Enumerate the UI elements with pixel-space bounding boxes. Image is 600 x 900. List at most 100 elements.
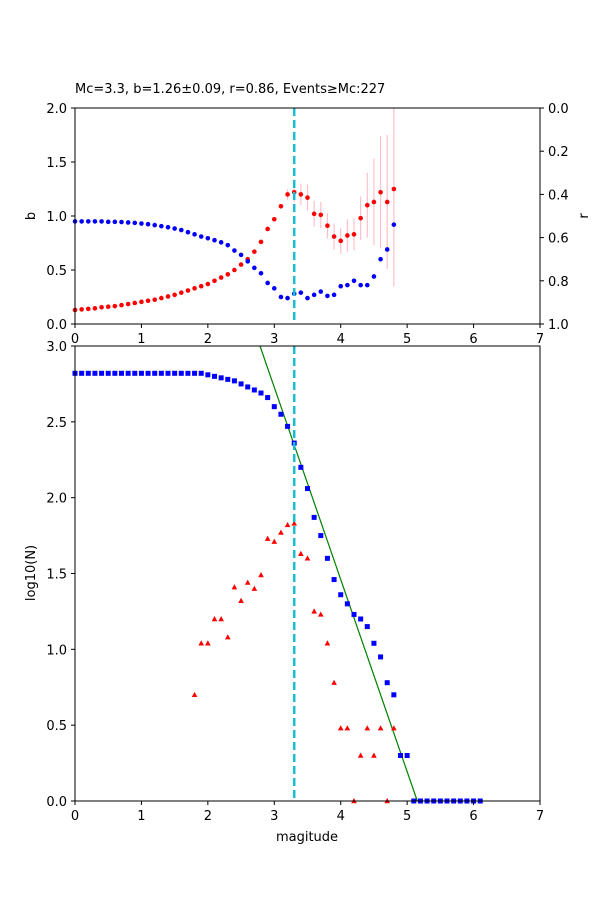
cumulative-count-point — [351, 611, 357, 617]
r-value-point — [232, 248, 237, 253]
b-value-point — [218, 275, 224, 280]
bottom-x-axis-label: magitude — [276, 830, 338, 845]
b-value-point — [212, 278, 217, 284]
r-value-point — [258, 270, 264, 276]
r-value-point — [178, 227, 184, 233]
x-tick-label: 6 — [469, 332, 477, 347]
b-value-point — [92, 306, 98, 311]
x-tick-label: 0 — [71, 809, 79, 824]
top-x-axis: 0 1 2 3 4 5 6 7 — [71, 324, 544, 347]
cumulative-count-point — [391, 692, 397, 698]
b-value-point — [298, 192, 304, 197]
top-chart-title: Mc=3.3, b=1.26±0.09, r=0.86, Events≥Mc:2… — [75, 82, 385, 97]
noncumulative-count-point — [298, 550, 304, 556]
noncumulative-count-point — [231, 584, 238, 590]
cumulative-count-point — [331, 577, 337, 583]
cumulative-count-point — [231, 378, 237, 384]
cumulative-count-point — [338, 592, 344, 598]
r-value-point — [325, 293, 330, 299]
noncumulative-count-point — [331, 679, 337, 685]
b-value-point — [391, 186, 397, 192]
r-value-point — [159, 223, 164, 229]
noncumulative-count-point — [191, 691, 198, 698]
b-value-point — [232, 267, 237, 273]
r-value-point — [351, 278, 357, 284]
y-tick-label: 2.5 — [46, 416, 67, 431]
noncumulative-count-point — [238, 597, 244, 603]
b-value-point — [305, 195, 310, 200]
r-value-point — [139, 221, 144, 226]
cumulative-count-point — [172, 370, 178, 376]
cumulative-count-point — [105, 370, 111, 376]
r-value-point — [218, 240, 224, 245]
cumulative-count-point — [404, 753, 410, 758]
noncumulative-count-point — [371, 752, 377, 758]
cumulative-count-point — [79, 370, 85, 376]
r-value-point — [185, 229, 191, 235]
cumulative-count-point — [99, 370, 105, 376]
r-value-point — [338, 283, 344, 289]
x-tick-label: 5 — [403, 332, 411, 347]
cumulative-count-point — [165, 370, 171, 376]
noncumulative-count-point — [271, 538, 278, 544]
cumulative-count-point — [185, 370, 191, 376]
r-value-point — [79, 219, 84, 224]
r-value-point — [391, 222, 397, 227]
top-y-axis-right: 0.0 0.2 0.4 0.6 0.8 1.0 — [540, 102, 569, 333]
x-tick-label: 7 — [536, 809, 544, 824]
b-value-point — [185, 288, 191, 293]
noncumulative-count-point — [377, 725, 384, 731]
noncumulative-count-point — [344, 725, 351, 731]
r-value-point — [192, 232, 197, 237]
noncumulative-count-point — [218, 616, 224, 622]
b-value-point — [252, 249, 257, 254]
bottom-x-axis: 0 1 2 3 4 5 6 7 — [71, 801, 544, 824]
x-tick-label: 7 — [536, 332, 544, 347]
noncumulative-count-point — [198, 640, 205, 646]
b-value-point — [371, 199, 377, 205]
cumulative-count-point — [298, 464, 304, 470]
b-value-point — [338, 238, 344, 244]
bottom-y-axis: 0.0 0.5 1.0 1.5 2.0 2.5 3.0 — [46, 340, 75, 810]
top-y-axis-left: 0.0 0.5 1.0 1.5 2.0 — [46, 102, 75, 333]
gr-fit-line — [259, 345, 418, 802]
b-value-point — [178, 290, 184, 295]
b-value-point — [145, 298, 151, 304]
b-value-point — [271, 216, 277, 222]
noncumulative-count-point — [311, 608, 317, 614]
b-value-point — [351, 232, 357, 237]
b-value-point — [79, 307, 84, 312]
r-value-point — [198, 234, 204, 239]
noncumulative-count-point — [317, 611, 324, 617]
y-tick-label: 0.0 — [46, 318, 67, 333]
r-value-point — [285, 295, 290, 301]
b-value-point — [152, 297, 158, 303]
r-value-point — [378, 256, 383, 262]
b-value-point — [198, 283, 204, 289]
cumulative-count-point — [278, 411, 284, 417]
cumulative-count-point — [384, 680, 390, 686]
noncumulative-count-point — [211, 616, 218, 622]
cumulative-count-point — [218, 375, 224, 381]
bottom-chart-frame — [74, 345, 541, 802]
y-tick-label: 0.5 — [46, 264, 67, 279]
b-value-point — [192, 286, 197, 291]
b-value-point — [378, 189, 383, 195]
x-tick-label: 2 — [204, 332, 212, 347]
r-value-point — [305, 295, 310, 301]
cumulative-count-point — [245, 384, 251, 390]
noncumulative-count-point — [244, 579, 251, 585]
r-value-point — [205, 235, 211, 241]
b-value-point — [85, 306, 91, 312]
x-tick-label: 4 — [337, 809, 345, 824]
cumulative-count-point — [251, 387, 257, 393]
r-value-point — [384, 247, 390, 252]
noncumulative-count-point — [224, 634, 231, 640]
cumulative-count-point — [125, 370, 131, 376]
cumulative-count-point — [398, 753, 403, 758]
x-tick-label: 3 — [270, 809, 278, 824]
cumulative-count-point — [285, 423, 291, 429]
r-value-point — [265, 280, 270, 286]
noncumulative-count-point — [251, 585, 258, 591]
